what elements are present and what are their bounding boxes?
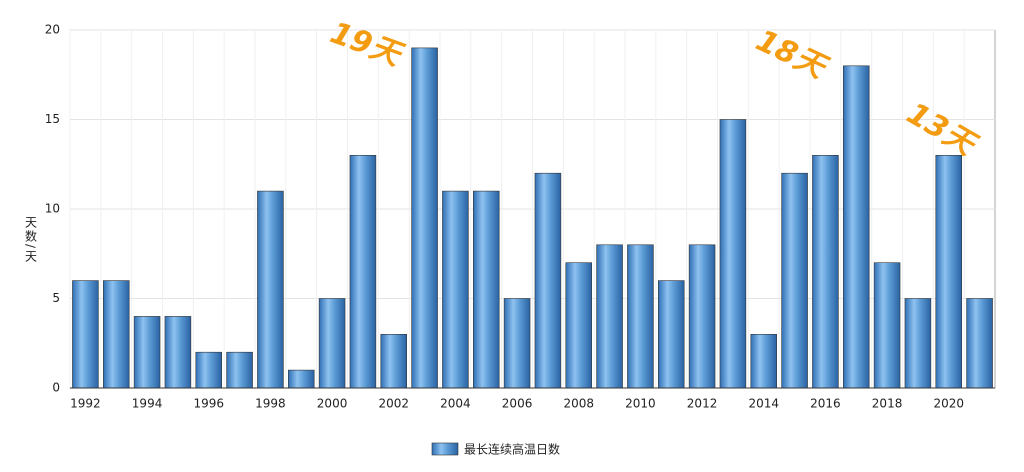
bar xyxy=(164,316,192,389)
bar xyxy=(411,47,438,389)
bar xyxy=(904,298,932,389)
x-tick-label: 2002 xyxy=(378,397,409,411)
x-tick-label: 1998 xyxy=(255,397,286,411)
legend-label: 最长连续高温日数 xyxy=(464,442,560,457)
y-tick-label: 5 xyxy=(52,291,60,305)
bar xyxy=(103,280,130,389)
bar xyxy=(842,65,870,389)
bar xyxy=(72,280,99,389)
x-tick-label: 2016 xyxy=(810,397,841,411)
x-tick-label: 2000 xyxy=(317,397,348,411)
x-tick-label: 2004 xyxy=(440,397,471,411)
bar xyxy=(750,333,777,389)
y-axis-label: 天数/天 xyxy=(24,216,38,264)
bar xyxy=(534,172,562,389)
bar xyxy=(442,190,469,389)
bar xyxy=(627,244,654,389)
x-tick-label: 1994 xyxy=(132,397,163,411)
bar xyxy=(380,333,407,389)
legend-swatch xyxy=(431,442,459,456)
bar xyxy=(226,351,253,389)
x-tick-label: 1992 xyxy=(70,397,101,411)
bar xyxy=(781,172,808,389)
bar xyxy=(503,298,531,389)
bar xyxy=(719,119,747,389)
bar xyxy=(318,298,346,389)
x-tick-label: 2006 xyxy=(502,397,533,411)
y-tick-label: 20 xyxy=(45,23,60,37)
bar xyxy=(565,262,592,389)
y-tick-label: 10 xyxy=(45,202,60,216)
x-tick-label: 2010 xyxy=(625,397,656,411)
x-tick-label: 2020 xyxy=(933,397,964,411)
x-tick-label: 2012 xyxy=(687,397,718,411)
bar xyxy=(195,351,223,389)
x-tick-label: 2008 xyxy=(563,397,594,411)
bar xyxy=(287,369,315,389)
bar xyxy=(257,190,284,389)
x-tick-label: 1996 xyxy=(193,397,224,411)
bar xyxy=(812,155,839,389)
bar xyxy=(349,155,377,389)
y-tick-label: 15 xyxy=(45,112,60,126)
bar xyxy=(966,298,993,389)
bar xyxy=(688,244,716,389)
bar xyxy=(472,190,500,389)
y-tick-label: 0 xyxy=(52,381,60,395)
bar xyxy=(873,262,901,389)
x-tick-label: 2018 xyxy=(872,397,903,411)
bar xyxy=(133,316,161,389)
x-tick-label: 2014 xyxy=(748,397,779,411)
bar xyxy=(935,155,962,389)
bar xyxy=(657,280,685,389)
bar xyxy=(596,244,623,389)
